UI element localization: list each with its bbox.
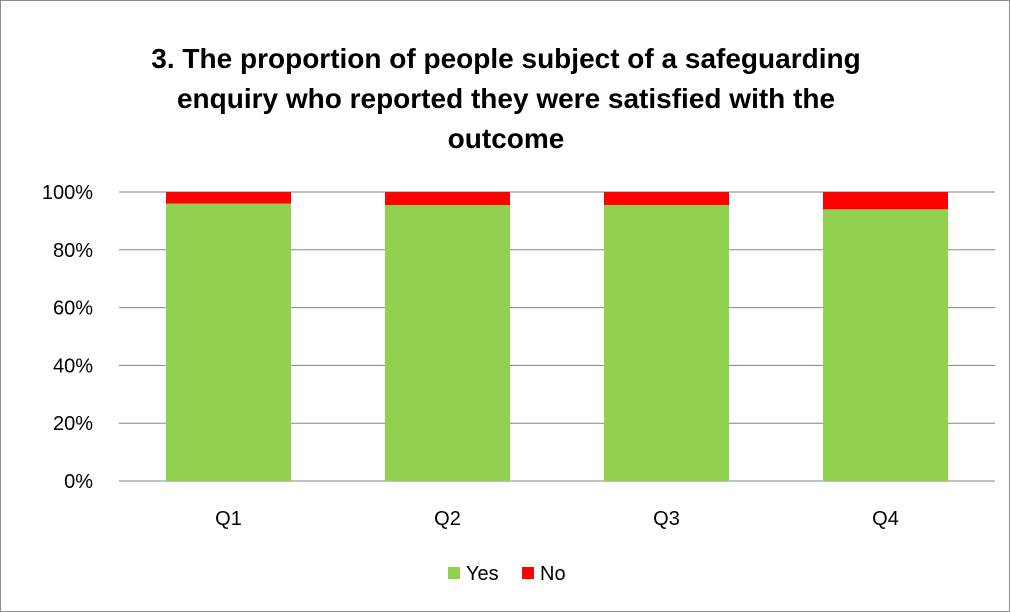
- legend-label-yes: Yes: [466, 563, 499, 585]
- bar-yes-q2: [385, 205, 510, 481]
- y-tick-label: 80%: [53, 240, 93, 262]
- x-tick-label: Q2: [434, 508, 461, 530]
- x-tick-label: Q1: [215, 508, 242, 530]
- y-tick-label: 40%: [53, 355, 93, 377]
- y-tick-label: 0%: [64, 471, 93, 493]
- chart-title: 3. The proportion of people subject of a…: [151, 43, 861, 154]
- bar-yes-q3: [604, 205, 729, 481]
- x-tick-label: Q4: [872, 508, 899, 530]
- bar-no-q1: [166, 192, 291, 204]
- y-tick-label: 100%: [42, 182, 93, 204]
- bar-yes-q1: [166, 203, 291, 481]
- legend-label-no: No: [540, 563, 566, 585]
- legend-swatch-no: [522, 567, 534, 579]
- x-tick-label: Q3: [653, 508, 680, 530]
- bar-no-q3: [604, 192, 729, 206]
- legend-swatch-yes: [448, 567, 460, 579]
- bar-no-q2: [385, 192, 510, 206]
- y-tick-label: 60%: [53, 298, 93, 320]
- y-tick-label: 20%: [53, 413, 93, 435]
- bar-yes-q4: [823, 209, 948, 481]
- bar-no-q4: [823, 192, 948, 210]
